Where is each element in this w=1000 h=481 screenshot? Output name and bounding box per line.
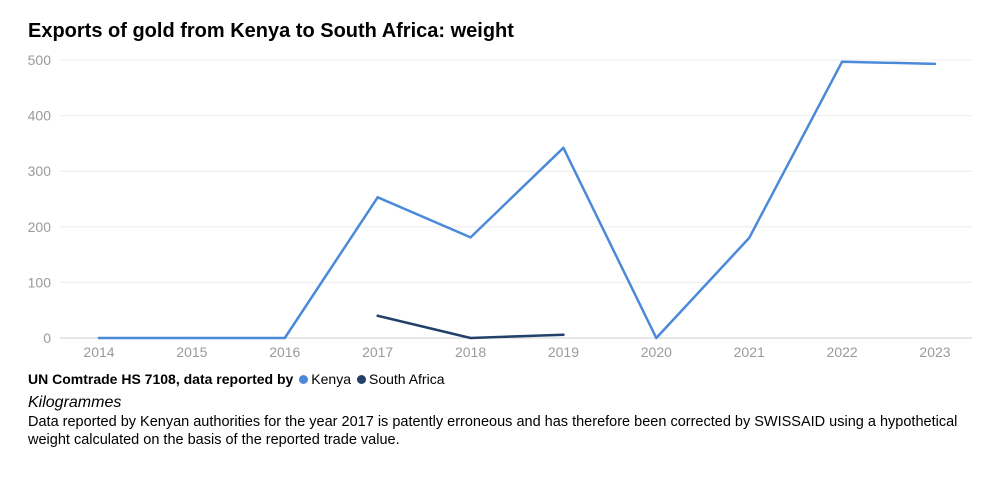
legend-label-kenya: Kenya [311, 371, 351, 387]
x-tick-label: 2023 [919, 344, 950, 360]
x-tick-label: 2019 [548, 344, 579, 360]
data-point[interactable] [376, 196, 379, 199]
data-point[interactable] [748, 236, 751, 240]
legend-dot-icon [299, 374, 309, 384]
y-tick-label: 200 [28, 219, 52, 235]
x-tick-label: 2015 [176, 344, 207, 360]
legend: UN Comtrade HS 7108, data reported by Ke… [28, 371, 451, 387]
gridlines [60, 59, 972, 339]
data-point[interactable] [469, 336, 472, 340]
x-tick-label: 2020 [641, 344, 672, 360]
data-point[interactable] [562, 146, 565, 150]
data-point[interactable] [376, 314, 379, 317]
x-axis-ticks: 2014 2015 2016 2017 2018 2019 2020 2021 2022 2023 [83, 344, 950, 360]
legend-dot-icon [357, 374, 366, 384]
data-point[interactable] [469, 236, 472, 239]
y-tick-label: 100 [28, 274, 52, 290]
data-point[interactable] [97, 336, 101, 340]
data-point[interactable] [562, 333, 565, 336]
y-tick-label: 300 [28, 163, 52, 179]
y-tick-label: 0 [43, 330, 51, 346]
x-tick-label: 2021 [734, 344, 765, 360]
data-point[interactable] [655, 336, 658, 340]
x-tick-label: 2018 [455, 344, 486, 360]
data-point[interactable] [283, 336, 286, 340]
chart-title: Exports of gold from Kenya to South Afri… [28, 20, 514, 42]
chart-note: Data reported by Kenyan authorities for … [28, 414, 958, 448]
x-tick-label: 2014 [83, 344, 114, 360]
legend-label-south-africa: South Africa [369, 371, 445, 387]
y-tick-label: 400 [28, 108, 52, 124]
unit-label: Kilogrammes [28, 394, 122, 411]
y-axis-ticks: 0 100 200 300 400 500 [28, 52, 52, 346]
series-line-south-africa[interactable] [376, 314, 565, 340]
legend-item-kenya[interactable]: Kenya [299, 371, 351, 387]
data-point[interactable] [933, 62, 937, 66]
x-tick-label: 2016 [269, 344, 300, 360]
x-tick-label: 2022 [827, 344, 858, 360]
series-line-kenya[interactable] [97, 60, 937, 340]
legend-source-label: UN Comtrade HS 7108, data reported by [28, 371, 294, 387]
data-point[interactable] [190, 336, 194, 340]
data-point[interactable] [840, 60, 844, 63]
series-lines [97, 60, 937, 340]
legend-item-south-africa[interactable]: South Africa [357, 371, 445, 387]
y-tick-label: 500 [28, 52, 52, 68]
x-tick-label: 2017 [362, 344, 393, 360]
